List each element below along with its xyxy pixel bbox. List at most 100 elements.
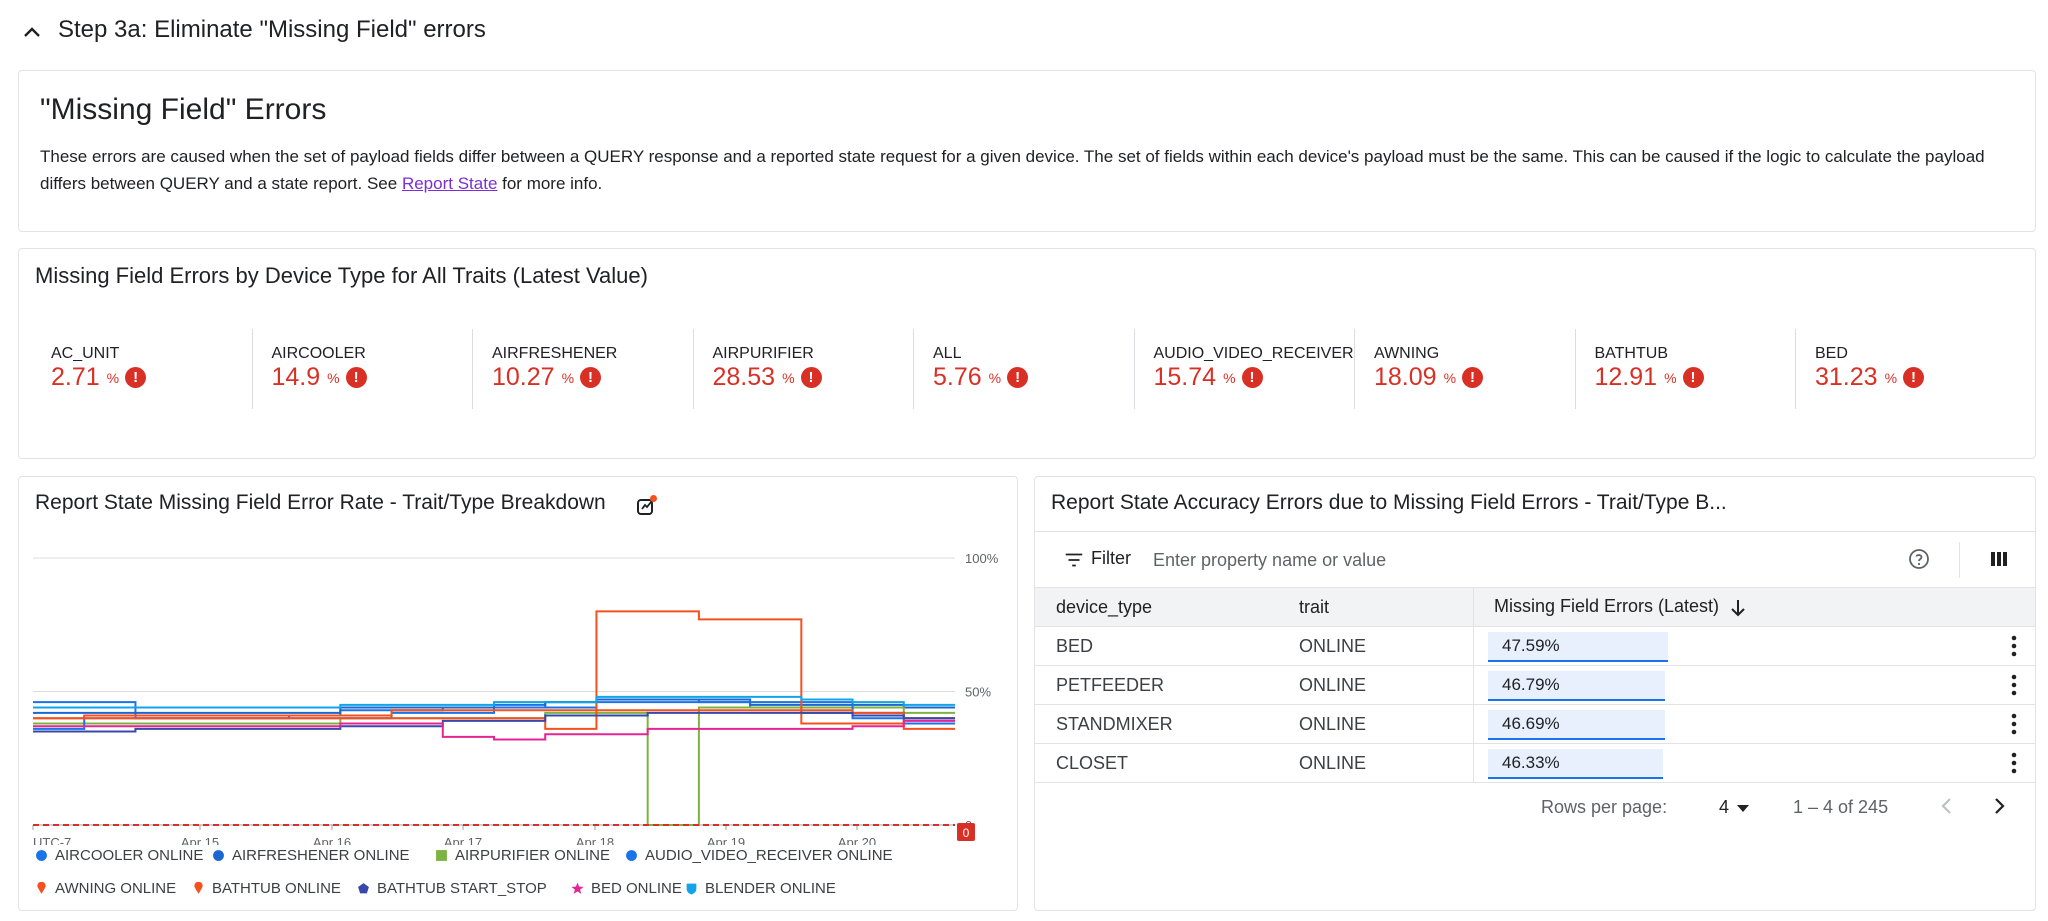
legend-label: AUDIO_VIDEO_RECEIVER ONLINE <box>645 847 893 864</box>
legend-item[interactable]: AUDIO_VIDEO_RECEIVER ONLINE <box>625 847 893 864</box>
pagination: Rows per page: 4 1 – 4 of 245 <box>1035 782 2035 830</box>
scorecard-number: 14.9 <box>271 363 321 391</box>
chart-title: Report State Missing Field Error Rate - … <box>35 491 606 514</box>
scorecards-card: Missing Field Errors by Device Type for … <box>18 248 2036 459</box>
legend-circle-icon <box>36 850 47 861</box>
filter-input[interactable] <box>1151 545 1735 575</box>
column-header-trait[interactable]: trait <box>1299 587 1474 627</box>
legend-item[interactable]: BATHTUB ONLINE <box>192 880 341 897</box>
legend-item[interactable]: AWNING ONLINE <box>35 880 176 897</box>
scorecard-percent: % <box>327 369 340 386</box>
scorecard-percent: % <box>782 369 795 386</box>
scorecard-value: 15.74%! <box>1154 363 1263 392</box>
previous-page-icon[interactable] <box>1935 794 1959 818</box>
cell-device-type: BED <box>1035 626 1299 666</box>
x-tick-label: UTC-7 <box>33 835 71 845</box>
more-options-icon[interactable] <box>2011 635 2017 657</box>
table-row[interactable]: CLOSET ONLINE 46.33% <box>1035 743 2035 783</box>
table-title: Report State Accuracy Errors due to Miss… <box>1051 491 1727 514</box>
legend-item[interactable]: BATHTUB START_STOP <box>357 880 547 897</box>
error-alert-icon: ! <box>1241 367 1263 388</box>
error-alert-icon: ! <box>1682 367 1704 388</box>
report-state-link[interactable]: Report State <box>401 174 498 193</box>
x-tick-label: Apr 15 <box>181 835 219 845</box>
missing-field-table: device_type trait Missing Field Errors (… <box>1035 587 2035 783</box>
error-alert-icon: ! <box>580 367 602 388</box>
column-header-device-type[interactable]: device_type <box>1035 587 1299 627</box>
x-tick-label: Apr 16 <box>313 835 351 845</box>
scorecard: AWNING 18.09%! <box>1358 327 1578 413</box>
scorecard-value: 28.53%! <box>713 363 822 392</box>
cell-trait: ONLINE <box>1299 743 1474 783</box>
scorecard-label: AIRCOOLER <box>271 345 366 362</box>
scorecard-label: AWNING <box>1374 345 1440 362</box>
cell-device-type: PETFEEDER <box>1035 665 1299 705</box>
value-bar <box>1488 671 1665 701</box>
scorecard: BED 31.23%! <box>1799 327 2019 413</box>
table-row[interactable]: STANDMIXER ONLINE 46.69% <box>1035 704 2035 744</box>
more-options-icon[interactable] <box>2011 752 2017 774</box>
legend-item[interactable]: BLENDER ONLINE <box>685 880 836 897</box>
missing-field-table-card: Report State Accuracy Errors due to Miss… <box>1034 476 2036 911</box>
scorecard-divider <box>1574 329 1576 409</box>
error-rate-line-chart: 100% 50% 0 UTC-7 Apr 15 Apr 16 Apr 17 Apr 18 Apr… <box>32 551 999 845</box>
scorecard-value: 2.71%! <box>51 363 147 392</box>
x-tick-label: Apr 19 <box>707 835 745 845</box>
scorecard-number: 28.53 <box>712 363 776 391</box>
table-row[interactable]: BED ONLINE 47.59% <box>1035 626 2035 666</box>
legend-label: BED ONLINE <box>591 880 682 897</box>
sort-descending-icon[interactable] <box>1729 598 1747 618</box>
scorecard-label: BATHTUB <box>1594 345 1668 362</box>
scorecard-label: AC_UNIT <box>51 345 120 362</box>
legend-circle-icon <box>626 850 637 861</box>
info-body-text: These errors are caused when the set of … <box>40 147 1985 193</box>
scorecard-percent: % <box>1664 369 1677 386</box>
scorecard-number: 2.71 <box>51 363 100 391</box>
scorecard-divider <box>1795 329 1796 409</box>
x-tick-label: Apr 17 <box>444 835 482 845</box>
value-text: 46.79% <box>1502 675 1560 694</box>
legend-item[interactable]: AIRCOOLER ONLINE <box>35 847 203 864</box>
scorecard: AIRCOOLER 14.9%! <box>256 327 476 413</box>
cell-trait: ONLINE <box>1299 665 1474 705</box>
cell-missing-field-errors: 46.79% <box>1473 665 2035 705</box>
scorecard-percent: % <box>1443 369 1457 386</box>
column-header-missing-field-errors[interactable]: Missing Field Errors (Latest) <box>1473 587 2035 627</box>
table-row[interactable]: PETFEEDER ONLINE 46.79% <box>1035 665 2035 705</box>
scorecard-number: 5.76 <box>933 363 982 391</box>
page-range-label: 1 – 4 of 245 <box>1793 797 1889 817</box>
legend-circle-icon <box>213 850 224 861</box>
scorecard: AC_UNIT 2.71%! <box>35 327 255 413</box>
chevron-up-icon[interactable] <box>20 20 44 44</box>
legend-item[interactable]: AIRFRESHENER ONLINE <box>212 847 410 864</box>
scorecards-title: Missing Field Errors by Device Type for … <box>35 263 648 288</box>
scorecard-value: 14.9%! <box>272 363 367 392</box>
scorecard-label: AIRFRESHENER <box>492 345 618 362</box>
help-icon[interactable] <box>1907 547 1931 571</box>
filter-label[interactable]: Filter <box>1091 548 1131 568</box>
filter-icon[interactable] <box>1063 549 1085 571</box>
more-options-icon[interactable] <box>2011 674 2017 696</box>
scorecard-number: 31.23 <box>1815 363 1878 391</box>
legend-item[interactable]: AIRPURIFIER ONLINE <box>435 847 610 864</box>
explore-chart-icon[interactable] <box>635 493 659 517</box>
scorecard: AIRFRESHENER 10.27%! <box>476 327 696 413</box>
legend-label: BLENDER ONLINE <box>705 880 836 897</box>
cell-trait: ONLINE <box>1299 626 1474 666</box>
legend-pin-icon <box>194 882 203 894</box>
next-page-icon[interactable] <box>1987 794 2011 818</box>
scorecard-percent: % <box>1884 369 1898 386</box>
column-header-label: Missing Field Errors (Latest) <box>1494 596 1720 617</box>
cell-device-type: CLOSET <box>1035 743 1299 783</box>
value-text: 46.69% <box>1502 714 1560 733</box>
threshold-badge-text: 0 <box>963 826 970 840</box>
column-options-icon[interactable] <box>1987 547 2011 571</box>
scorecard: ALL 5.76%! <box>917 327 1137 413</box>
scorecard-value: 18.09%! <box>1374 363 1484 392</box>
rows-per-page-label: Rows per page: <box>1541 797 1668 817</box>
scorecard-percent: % <box>988 369 1002 386</box>
step-header[interactable]: Step 3a: Eliminate "Missing Field" error… <box>0 0 2048 62</box>
rows-per-page-select[interactable]: 4 <box>1719 797 1750 818</box>
legend-item[interactable]: BED ONLINE <box>571 880 682 897</box>
more-options-icon[interactable] <box>2011 713 2017 735</box>
